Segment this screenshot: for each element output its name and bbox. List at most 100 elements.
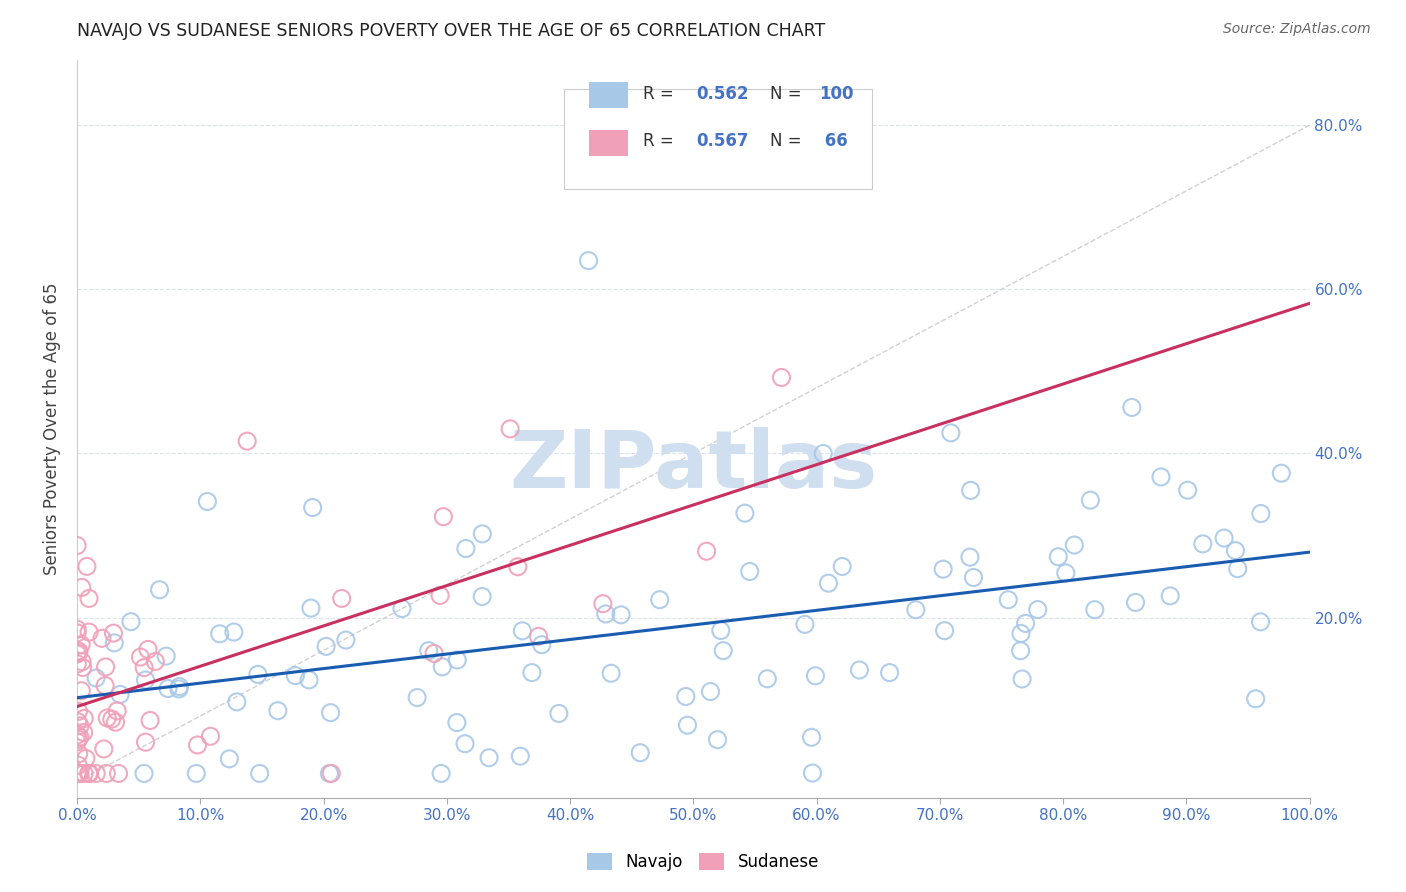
- Point: [547, 706, 569, 721]
- Point: [446, 653, 468, 667]
- Text: 0.562: 0.562: [696, 86, 748, 103]
- Point: [710, 624, 733, 638]
- Point: [1159, 589, 1181, 603]
- Point: [107, 766, 129, 780]
- Point: [1063, 538, 1085, 552]
- Point: [169, 680, 191, 694]
- Point: [66, 647, 89, 661]
- Point: [1270, 467, 1292, 481]
- Point: [90, 632, 112, 646]
- Point: [195, 494, 218, 508]
- Point: [793, 617, 815, 632]
- Point: [432, 660, 454, 674]
- Point: [208, 627, 231, 641]
- Point: [817, 576, 839, 591]
- Point: [335, 633, 357, 648]
- Point: [770, 370, 793, 384]
- Point: [530, 638, 553, 652]
- Point: [1192, 537, 1215, 551]
- Point: [73, 711, 96, 725]
- Point: [120, 615, 142, 629]
- Point: [66, 766, 89, 780]
- Point: [711, 643, 734, 657]
- Point: [66, 622, 89, 636]
- Point: [96, 766, 118, 780]
- Point: [67, 732, 90, 747]
- Point: [318, 766, 340, 780]
- Point: [70, 655, 93, 669]
- Point: [997, 592, 1019, 607]
- Point: [592, 597, 614, 611]
- Point: [734, 506, 756, 520]
- Text: R =: R =: [643, 132, 679, 150]
- Point: [471, 527, 494, 541]
- Point: [143, 655, 166, 669]
- Point: [79, 766, 101, 780]
- Point: [69, 719, 91, 733]
- Point: [1011, 672, 1033, 686]
- Text: Source: ZipAtlas.com: Source: ZipAtlas.com: [1223, 22, 1371, 37]
- Point: [1226, 562, 1249, 576]
- Point: [101, 712, 124, 726]
- Point: [738, 565, 761, 579]
- Point: [471, 590, 494, 604]
- Point: [848, 663, 870, 677]
- Point: [136, 642, 159, 657]
- Point: [77, 591, 100, 606]
- Point: [330, 591, 353, 606]
- Point: [67, 758, 90, 772]
- Point: [454, 541, 477, 556]
- Point: [811, 446, 834, 460]
- Text: 66: 66: [820, 132, 848, 150]
- Text: N =: N =: [769, 86, 801, 103]
- Bar: [589, 129, 628, 155]
- Point: [1250, 507, 1272, 521]
- Point: [1249, 615, 1271, 629]
- Point: [84, 766, 107, 780]
- Point: [66, 766, 89, 780]
- Text: 0.567: 0.567: [696, 132, 748, 150]
- Point: [72, 660, 94, 674]
- Point: [222, 625, 245, 640]
- Point: [1084, 603, 1107, 617]
- Point: [218, 752, 240, 766]
- Point: [186, 738, 208, 752]
- Point: [506, 559, 529, 574]
- Point: [66, 626, 89, 640]
- Point: [66, 714, 89, 729]
- Point: [67, 766, 90, 780]
- Point: [1121, 401, 1143, 415]
- Y-axis label: Seniors Poverty Over the Age of 65: Seniors Poverty Over the Age of 65: [44, 283, 60, 575]
- Point: [301, 500, 323, 515]
- Point: [1177, 483, 1199, 498]
- Point: [94, 660, 117, 674]
- Point: [932, 562, 955, 576]
- Point: [429, 589, 451, 603]
- Point: [676, 718, 699, 732]
- Point: [66, 657, 89, 671]
- Point: [69, 766, 91, 780]
- Point: [1244, 691, 1267, 706]
- Point: [675, 690, 697, 704]
- Point: [134, 673, 156, 687]
- Point: [962, 570, 984, 584]
- Point: [66, 539, 89, 553]
- Point: [959, 483, 981, 498]
- Point: [167, 681, 190, 696]
- Point: [236, 434, 259, 449]
- Point: [284, 668, 307, 682]
- Point: [512, 624, 534, 638]
- Point: [1047, 549, 1070, 564]
- Point: [595, 607, 617, 621]
- Point: [225, 695, 247, 709]
- Point: [610, 607, 633, 622]
- Point: [129, 650, 152, 665]
- Point: [418, 643, 440, 657]
- Point: [904, 603, 927, 617]
- Point: [430, 766, 453, 780]
- Point: [1054, 566, 1077, 580]
- Point: [246, 667, 269, 681]
- Point: [108, 687, 131, 701]
- FancyBboxPatch shape: [564, 89, 872, 189]
- Point: [527, 629, 550, 643]
